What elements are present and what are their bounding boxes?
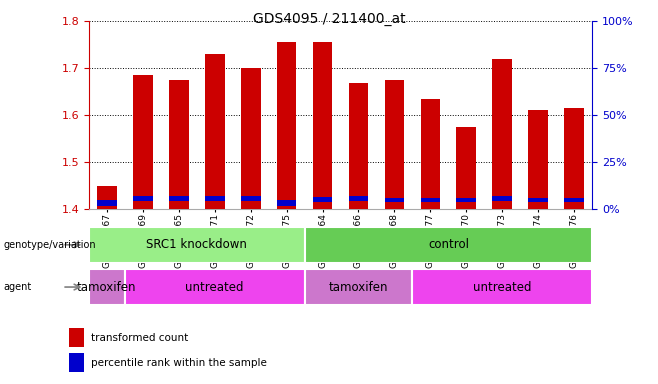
Bar: [97, 186, 116, 209]
Bar: [169, 196, 189, 201]
Bar: [241, 196, 261, 201]
Bar: [125, 269, 305, 305]
Bar: [457, 127, 476, 209]
Text: GDS4095 / 211400_at: GDS4095 / 211400_at: [253, 12, 405, 25]
Bar: [305, 269, 413, 305]
Bar: [70, 328, 84, 347]
Bar: [313, 42, 332, 209]
Bar: [277, 42, 297, 209]
Bar: [413, 269, 592, 305]
Text: transformed count: transformed count: [91, 333, 188, 343]
Bar: [169, 80, 189, 209]
Bar: [384, 197, 404, 202]
Bar: [565, 108, 584, 209]
Bar: [205, 54, 224, 209]
Bar: [89, 227, 305, 263]
Bar: [384, 80, 404, 209]
Text: untreated: untreated: [186, 281, 244, 293]
Bar: [420, 99, 440, 209]
Bar: [205, 196, 224, 201]
Text: percentile rank within the sample: percentile rank within the sample: [91, 358, 267, 368]
Bar: [565, 197, 584, 202]
Bar: [313, 197, 332, 202]
Bar: [492, 196, 512, 201]
Bar: [97, 200, 116, 205]
Bar: [349, 83, 368, 209]
Text: untreated: untreated: [473, 281, 532, 293]
Bar: [241, 68, 261, 209]
Bar: [305, 227, 592, 263]
Text: genotype/variation: genotype/variation: [3, 240, 96, 250]
Bar: [133, 75, 153, 209]
Bar: [492, 59, 512, 209]
Text: tamoxifen: tamoxifen: [329, 281, 388, 293]
Text: SRC1 knockdown: SRC1 knockdown: [146, 238, 247, 251]
Bar: [277, 200, 297, 205]
Bar: [420, 197, 440, 202]
Bar: [349, 196, 368, 201]
Bar: [70, 353, 84, 372]
Bar: [528, 197, 548, 202]
Bar: [133, 196, 153, 201]
Text: tamoxifen: tamoxifen: [77, 281, 137, 293]
Text: agent: agent: [3, 282, 32, 292]
Text: control: control: [428, 238, 469, 251]
Bar: [457, 197, 476, 202]
Bar: [89, 269, 125, 305]
Bar: [528, 111, 548, 209]
